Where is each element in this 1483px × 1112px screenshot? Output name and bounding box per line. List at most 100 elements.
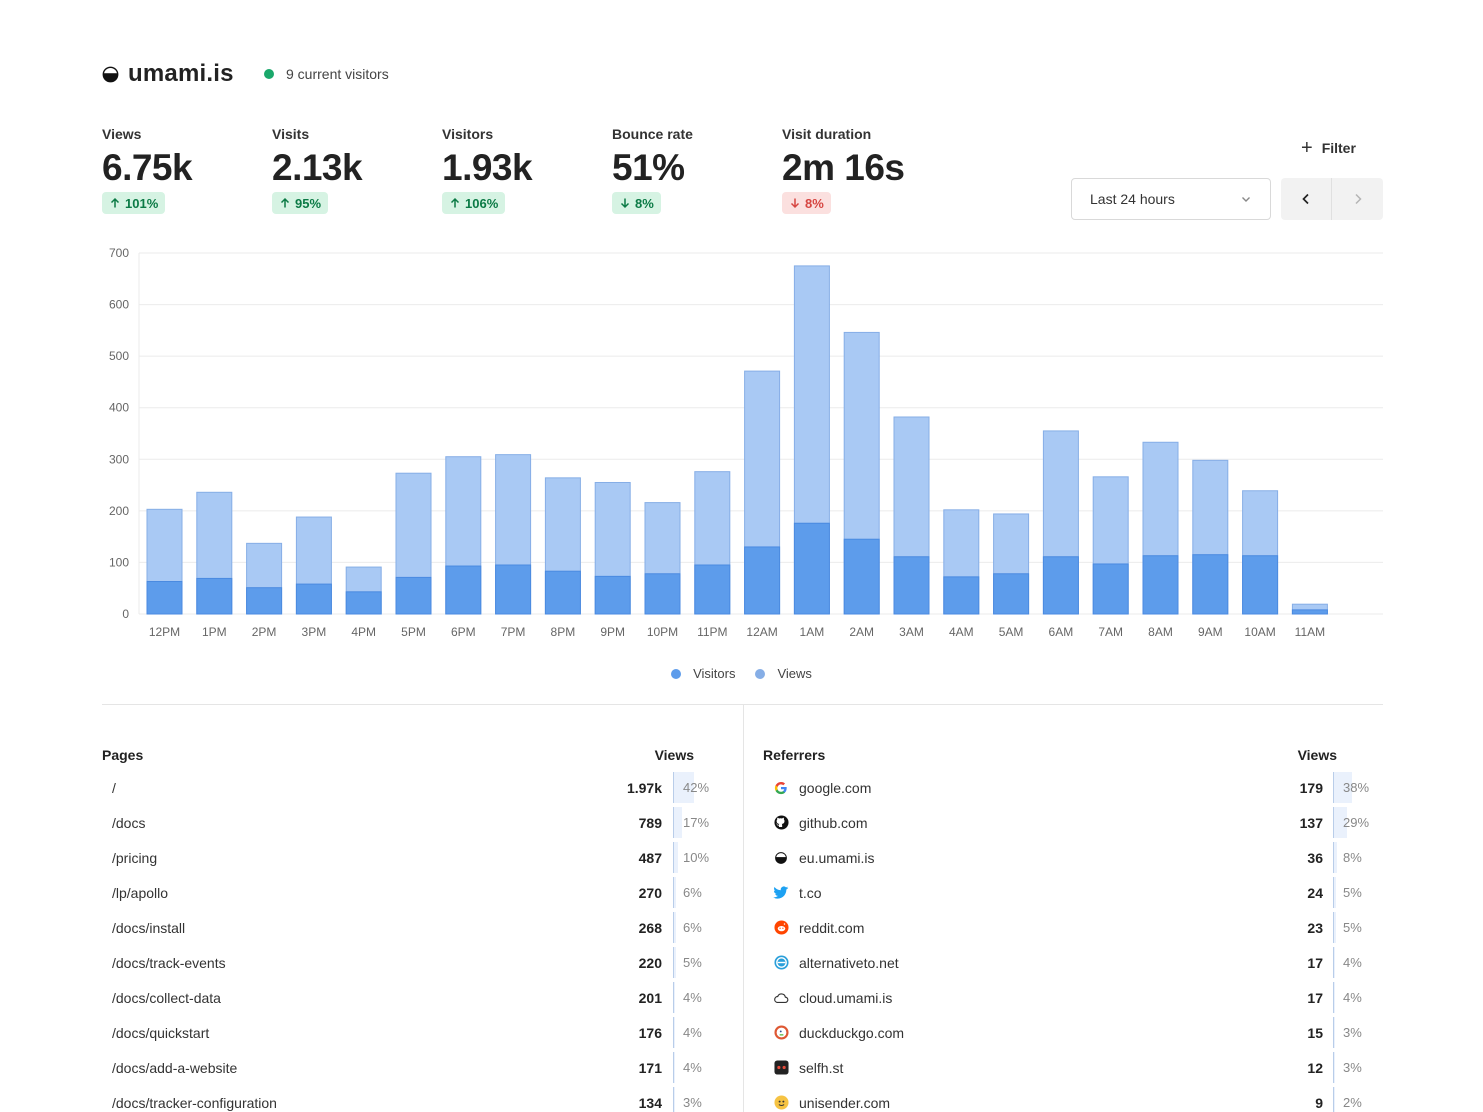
legend-item-views[interactable]: Views xyxy=(755,666,812,681)
bar-visitors[interactable] xyxy=(694,564,731,615)
row-percent: 4% xyxy=(673,1050,721,1085)
row-count: 270 xyxy=(638,884,662,901)
page-row[interactable]: /docs/tracker-configuration 134 3% xyxy=(102,1085,722,1112)
bar-visitors[interactable] xyxy=(943,576,980,615)
referrer-row[interactable]: github.com 137 29% xyxy=(763,805,1383,840)
page-row[interactable]: /pricing 487 10% xyxy=(102,840,722,875)
bar-visitors[interactable] xyxy=(893,556,930,615)
row-label[interactable]: /pricing xyxy=(112,849,158,866)
bar-visitors[interactable] xyxy=(544,570,581,615)
percent-bar xyxy=(1333,807,1347,838)
x-tick-label: 10AM xyxy=(1244,625,1275,639)
row-label[interactable]: /docs/add-a-website xyxy=(112,1059,238,1076)
row-label[interactable]: unisender.com xyxy=(799,1094,891,1111)
filter-button[interactable]: + Filter xyxy=(1301,135,1356,161)
y-tick-label: 300 xyxy=(109,452,129,466)
row-percent: 3% xyxy=(673,1085,721,1112)
referrer-row[interactable]: unisender.com 9 2% xyxy=(763,1085,1383,1112)
referrer-row[interactable]: duckduckgo.com 15 3% xyxy=(763,1015,1383,1050)
bar-visitors[interactable] xyxy=(744,546,781,615)
referrer-row[interactable]: eu.umami.is 36 8% xyxy=(763,840,1383,875)
row-label[interactable]: cloud.umami.is xyxy=(799,989,893,1006)
page-row[interactable]: / 1.97k 42% xyxy=(102,770,722,805)
metric-change-value: 95% xyxy=(295,195,322,211)
percent-bar xyxy=(1333,947,1335,978)
row-label[interactable]: /lp/apollo xyxy=(112,884,169,901)
next-period-button[interactable] xyxy=(1332,178,1383,220)
legend-item-visitors[interactable]: Visitors xyxy=(671,666,735,681)
page-row[interactable]: /lp/apollo 270 6% xyxy=(102,875,722,910)
referrer-row[interactable]: alternativeto.net 17 4% xyxy=(763,945,1383,980)
bar-visitors[interactable] xyxy=(793,522,830,615)
page-row[interactable]: /docs/collect-data 201 4% xyxy=(102,980,722,1015)
row-label[interactable]: duckduckgo.com xyxy=(799,1024,905,1041)
row-label[interactable]: google.com xyxy=(799,779,872,796)
page-row[interactable]: /docs/track-events 220 5% xyxy=(102,945,722,980)
metric-change-value: 101% xyxy=(125,195,159,211)
bar-visitors[interactable] xyxy=(246,587,283,615)
bar-visitors[interactable] xyxy=(295,583,332,615)
bar-visitors[interactable] xyxy=(345,591,382,615)
bar-visitors[interactable] xyxy=(644,573,681,615)
referrers-table: Referrers Views google.com 179 38% github.c… xyxy=(763,740,1383,1112)
bar-visitors[interactable] xyxy=(1142,555,1179,615)
x-tick-label: 12PM xyxy=(149,625,180,639)
row-percent: 8% xyxy=(1333,840,1381,875)
row-label[interactable]: eu.umami.is xyxy=(799,849,875,866)
pages-rows: / 1.97k 42% /docs 789 17% /pricing 487 10% /lp/ap… xyxy=(102,770,722,1112)
row-label[interactable]: t.co xyxy=(799,884,822,901)
site-name[interactable]: umami.is xyxy=(128,60,234,87)
page-row[interactable]: /docs 789 17% xyxy=(102,805,722,840)
bar-visitors[interactable] xyxy=(1242,555,1279,615)
percent-text: 5% xyxy=(1343,885,1362,900)
referrer-row[interactable]: t.co 24 5% xyxy=(763,875,1383,910)
row-label[interactable]: github.com xyxy=(799,814,868,831)
referrer-row[interactable]: reddit.com 23 5% xyxy=(763,910,1383,945)
row-label[interactable]: selfh.st xyxy=(799,1059,844,1076)
row-label[interactable]: /docs/track-events xyxy=(112,954,226,971)
bar-visitors[interactable] xyxy=(495,564,532,615)
percent-text: 42% xyxy=(683,780,710,795)
umami-logo-icon xyxy=(102,65,119,82)
bar-visitors[interactable] xyxy=(594,575,631,615)
referrer-row[interactable]: cloud.umami.is 17 4% xyxy=(763,980,1383,1015)
row-label[interactable]: /docs xyxy=(112,814,146,831)
x-tick-label: 2AM xyxy=(849,625,874,639)
bar-visitors[interactable] xyxy=(843,538,880,615)
bar-visitors[interactable] xyxy=(146,581,183,615)
bar-visitors[interactable] xyxy=(395,576,432,615)
row-label[interactable]: reddit.com xyxy=(799,919,865,936)
row-label[interactable]: / xyxy=(112,779,116,796)
row-label[interactable]: alternativeto.net xyxy=(799,954,899,971)
percent-bar xyxy=(1333,1052,1335,1083)
bar-visitors[interactable] xyxy=(993,573,1030,615)
page-row[interactable]: /docs/install 268 6% xyxy=(102,910,722,945)
percent-text: 4% xyxy=(1343,955,1362,970)
referrer-row[interactable]: selfh.st 12 3% xyxy=(763,1050,1383,1085)
row-label[interactable]: /docs/install xyxy=(112,919,186,936)
bar-visitors[interactable] xyxy=(1092,563,1129,615)
row-label[interactable]: /docs/quickstart xyxy=(112,1024,210,1041)
bar-visitors[interactable] xyxy=(196,577,233,615)
bar-visitors[interactable] xyxy=(1042,556,1079,615)
google-icon xyxy=(773,780,789,796)
row-label[interactable]: /docs/tracker-configuration xyxy=(112,1094,277,1111)
page-row[interactable]: /docs/quickstart 176 4% xyxy=(102,1015,722,1050)
site-header: umami.is xyxy=(102,56,234,92)
row-percent: 4% xyxy=(1333,980,1381,1015)
row-count: 24 xyxy=(1307,884,1323,901)
page-row[interactable]: /docs/add-a-website 171 4% xyxy=(102,1050,722,1085)
percent-text: 8% xyxy=(1343,850,1362,865)
bar-visitors[interactable] xyxy=(1291,609,1328,615)
previous-period-button[interactable] xyxy=(1281,178,1332,220)
percent-text: 3% xyxy=(1343,1025,1362,1040)
referrer-row[interactable]: google.com 179 38% xyxy=(763,770,1383,805)
bar-visitors[interactable] xyxy=(1192,554,1229,615)
row-label[interactable]: /docs/collect-data xyxy=(112,989,221,1006)
date-range-select[interactable]: Last 24 hours xyxy=(1071,178,1271,220)
percent-text: 5% xyxy=(683,955,702,970)
bar-visitors[interactable] xyxy=(445,565,482,615)
x-tick-label: 6PM xyxy=(451,625,476,639)
row-count: 12 xyxy=(1307,1059,1323,1076)
percent-text: 17% xyxy=(683,815,710,830)
